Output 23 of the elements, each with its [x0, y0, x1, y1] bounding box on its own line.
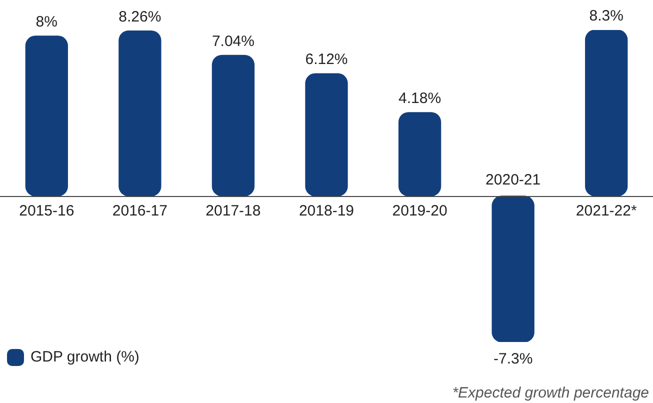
bar [305, 73, 348, 196]
data-label: 8% [36, 14, 58, 31]
legend-label: GDP growth (%) [30, 348, 140, 366]
x-tick-label: 2015-16 [19, 202, 74, 220]
data-label: 8.26% [118, 8, 162, 26]
data-label: -7.3% [493, 350, 533, 368]
data-label: 7.04% [212, 32, 254, 50]
text: *Expected growth percentage [452, 384, 649, 402]
bar [398, 112, 442, 196]
bar [25, 36, 68, 196]
x-tick-label: 2021-22* [576, 202, 637, 220]
bar [585, 30, 628, 196]
data-label: 8.3% [589, 8, 624, 25]
x-tick-label: 2019-20 [392, 202, 448, 220]
bar [212, 54, 255, 196]
x-tick-label: 2017-18 [206, 202, 261, 220]
x-tick-label: 2016-17 [112, 202, 168, 220]
data-label: 4.18% [398, 90, 442, 108]
data-label: 6.12% [305, 51, 348, 68]
x-tick-label: 2020-21 [486, 172, 541, 189]
bar [118, 30, 162, 196]
x-tick-label: 2018-19 [298, 202, 354, 220]
bar [492, 196, 534, 342]
